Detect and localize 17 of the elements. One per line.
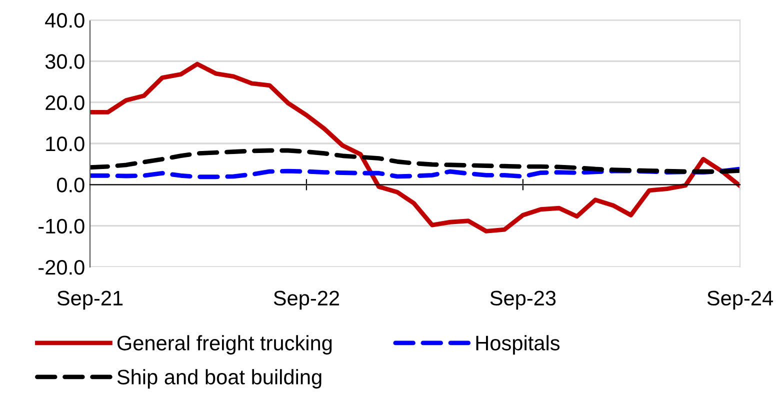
y-tick-label: 0.0 bbox=[56, 178, 84, 192]
line-series bbox=[90, 166, 740, 180]
x-tick-label: Sep-24 bbox=[707, 290, 773, 310]
y-tick-label: -20.0 bbox=[38, 260, 84, 275]
legend-label: General freight trucking bbox=[117, 335, 332, 355]
y-tick-label: 30.0 bbox=[45, 54, 84, 69]
x-tick-label: Sep-22 bbox=[274, 290, 340, 310]
line-series bbox=[90, 148, 740, 174]
y-tick-label: -10.0 bbox=[38, 218, 84, 234]
legend-label: Hospitals bbox=[476, 335, 560, 355]
y-tick-label: 40.0 bbox=[45, 13, 84, 28]
legend-label: Ship and boat building bbox=[117, 369, 322, 389]
y-tick-label: 10.0 bbox=[46, 136, 84, 152]
y-tick-label: 20.0 bbox=[46, 95, 84, 110]
x-tick-label: Sep-23 bbox=[490, 290, 556, 310]
x-tick-label: Sep-21 bbox=[57, 290, 123, 310]
line-series bbox=[90, 62, 740, 234]
